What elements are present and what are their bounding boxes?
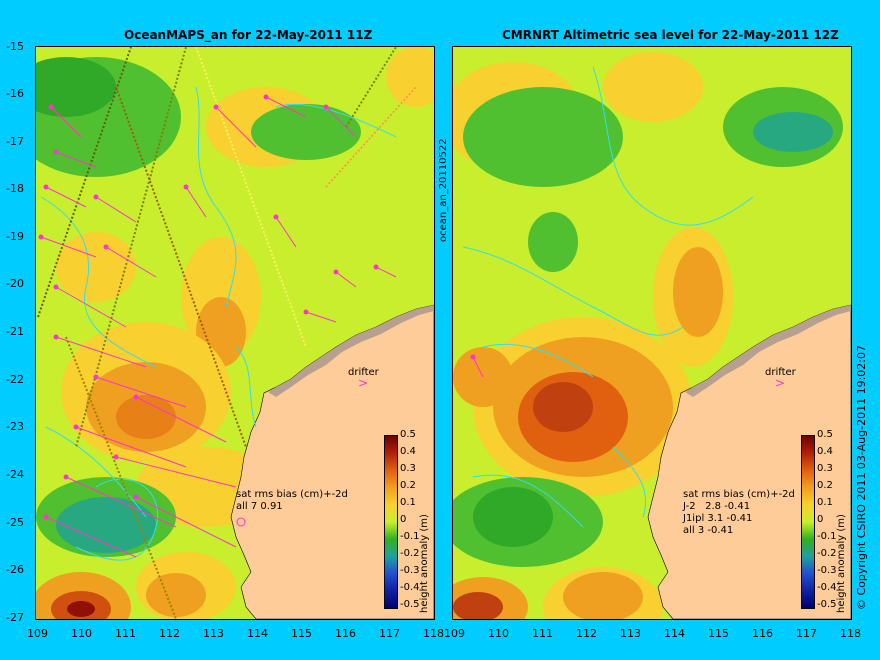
colorbar-label: -0.1	[817, 531, 837, 542]
x-tick-label: 110	[71, 627, 92, 640]
left-map-canvas: >	[36, 47, 434, 619]
left-map-panel: > drifter sat rms bias (cm)+-2d all 7 0.…	[35, 46, 435, 620]
left-map-title: OceanMAPS_an for 22-May-2011 11Z	[124, 28, 373, 42]
x-tick-label: 113	[203, 627, 224, 640]
colorbar-label: -0.2	[400, 548, 420, 559]
y-tick-label: -16	[6, 87, 24, 100]
height-anomaly-field	[453, 52, 843, 619]
x-tick-label: 118	[840, 627, 861, 640]
y-tick-label: -23	[6, 420, 24, 433]
y-tick-label: -17	[6, 135, 24, 148]
y-tick-label: -18	[6, 182, 24, 195]
left-colorbar	[384, 435, 398, 609]
colorbar-label: 0	[400, 514, 407, 525]
x-tick-label: 113	[620, 627, 641, 640]
colorbar-label: -0.5	[817, 599, 837, 610]
colorbar-label: 0.5	[400, 429, 416, 440]
colorbar-label: -0.4	[400, 582, 420, 593]
right-map-canvas: >	[453, 52, 851, 619]
right-map-title: CMRNRT Altimetric sea level for 22-May-2…	[502, 28, 839, 42]
colorbar-label: 0.5	[817, 429, 833, 440]
x-tick-label: 115	[708, 627, 729, 640]
x-tick-label: 116	[752, 627, 773, 640]
velocity-vectors	[38, 94, 397, 558]
coastal-strip	[685, 305, 851, 397]
colorbar-label: 0	[817, 514, 824, 525]
colorbar-label: -0.3	[400, 565, 420, 576]
x-tick-label: 112	[576, 627, 597, 640]
right-stats-line: all 3 -0.41	[683, 525, 734, 536]
colorbar-label: 0.4	[400, 446, 416, 457]
x-tick-label: 109	[27, 627, 48, 640]
colorbar-label: -0.2	[817, 548, 837, 559]
colorbar-label: 0.4	[817, 446, 833, 457]
x-tick-label: 110	[488, 627, 509, 640]
drifter-position-icon	[236, 517, 246, 527]
colorbar-label: 0.1	[817, 497, 833, 508]
colorbar-label: 0.2	[817, 480, 833, 491]
drifter-arrow-icon: >	[775, 376, 785, 390]
y-tick-label: -25	[6, 516, 24, 529]
colorbar-label: 0.1	[400, 497, 416, 508]
colorbar-label: -0.4	[817, 582, 837, 593]
x-tick-label: 117	[379, 627, 400, 640]
contour-lines	[462, 66, 754, 528]
y-tick-label: -21	[6, 325, 24, 338]
colorbar-label: -0.5	[400, 599, 420, 610]
y-tick-label: -20	[6, 277, 24, 290]
right-colorbar	[801, 435, 815, 609]
file-label: ocean_an_20110522	[438, 138, 449, 242]
velocity-vectors	[470, 354, 484, 378]
x-tick-label: 118	[423, 627, 444, 640]
left-stats-line: all 7 0.91	[236, 501, 283, 512]
y-tick-label: -24	[6, 468, 24, 481]
left-stats-title: sat rms bias (cm)+-2d	[236, 489, 348, 500]
x-tick-label: 109	[444, 627, 465, 640]
right-colorbar-title: height anomaly (m)	[836, 514, 847, 613]
y-tick-label: -19	[6, 230, 24, 243]
x-tick-label: 112	[159, 627, 180, 640]
right-stats-line: J-2 2.8 -0.41	[683, 501, 751, 512]
left-colorbar-title: height anomaly (m)	[419, 514, 430, 613]
x-tick-label: 117	[796, 627, 817, 640]
colorbar-label: -0.1	[400, 531, 420, 542]
y-tick-label: -22	[6, 373, 24, 386]
right-stats-line: J1ipl 3.1 -0.41	[683, 513, 753, 524]
x-tick-label: 114	[664, 627, 685, 640]
left-drifter-label: drifter	[348, 367, 379, 378]
coastal-strip	[268, 305, 434, 397]
x-tick-label: 116	[335, 627, 356, 640]
colorbar-label: -0.3	[817, 565, 837, 576]
colorbar-label: 0.3	[817, 463, 833, 474]
x-tick-label: 111	[115, 627, 136, 640]
right-map-panel: > drifter sat rms bias (cm)+-2d J-2 2.8 …	[452, 46, 852, 620]
copyright-label: © Copyright CSIRO 2011 03-Aug-2011 19:02…	[855, 344, 868, 610]
right-drifter-label: drifter	[765, 367, 796, 378]
x-tick-label: 111	[532, 627, 553, 640]
contour-lines	[40, 86, 397, 561]
right-stats-title: sat rms bias (cm)+-2d	[683, 489, 795, 500]
y-tick-label: -27	[6, 611, 24, 624]
colorbar-label: 0.3	[400, 463, 416, 474]
y-tick-label: -26	[6, 563, 24, 576]
y-tick-label: -15	[6, 40, 24, 53]
satellite-tracks	[37, 47, 417, 619]
x-tick-label: 115	[291, 627, 312, 640]
colorbar-label: 0.2	[400, 480, 416, 491]
x-tick-label: 114	[247, 627, 268, 640]
drifter-arrow-icon: >	[358, 376, 368, 390]
